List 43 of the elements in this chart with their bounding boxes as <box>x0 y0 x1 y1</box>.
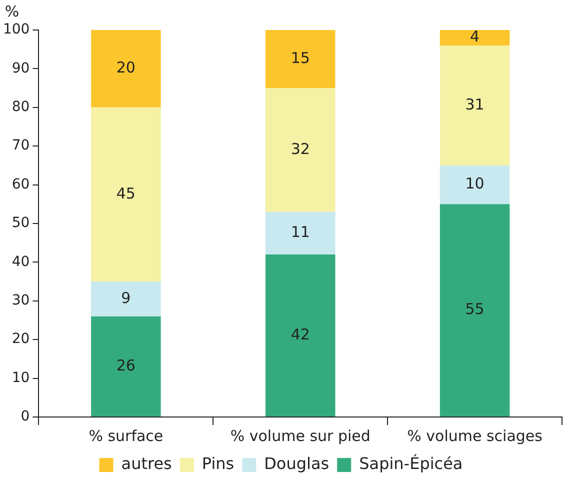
y-tick-label: 10 <box>12 370 30 386</box>
data-label: 45 <box>116 184 136 202</box>
y-axis-title: % <box>4 2 20 20</box>
bar <box>91 30 161 108</box>
y-tick-label: 0 <box>20 408 30 425</box>
bar <box>91 107 161 282</box>
data-label: 11 <box>290 223 310 242</box>
legend-label: Pins <box>202 454 234 474</box>
bar <box>265 30 336 88</box>
legend-label: Sapin-Épicéa <box>359 454 463 474</box>
data-label: 31 <box>465 95 484 114</box>
y-tick-label: 90 <box>12 60 30 76</box>
y-tick-label: 70 <box>12 138 30 154</box>
data-label: 20 <box>116 58 136 77</box>
x-tick-label: % surface <box>88 426 164 445</box>
bar <box>440 30 510 46</box>
y-tick-label: 80 <box>12 99 30 116</box>
bar <box>265 88 336 212</box>
bar <box>440 204 510 416</box>
x-tick-label: % volume sciages <box>407 426 543 445</box>
bar <box>440 45 510 166</box>
data-label: 42 <box>290 325 310 344</box>
data-label: 4 <box>470 28 480 46</box>
legend-label: autres <box>121 454 172 474</box>
data-label: 9 <box>121 288 131 307</box>
y-tick-label: 30 <box>12 292 30 309</box>
y-tick-label: 40 <box>12 254 30 270</box>
y-tick-label: 50 <box>12 215 30 232</box>
y-tick-label: 60 <box>12 176 30 192</box>
bar <box>91 316 161 416</box>
y-tick-label: 20 <box>12 331 30 348</box>
y-tick-label: 100 <box>2 22 30 38</box>
bar <box>440 165 510 204</box>
bar <box>265 254 336 416</box>
data-label: 26 <box>116 356 136 374</box>
x-tick-label: % volume sur pied <box>230 426 370 445</box>
legend-label: Douglas <box>264 454 330 474</box>
data-label: 10 <box>465 174 484 193</box>
bar <box>265 212 336 254</box>
data-label: 55 <box>465 300 484 318</box>
data-label: 15 <box>290 48 310 67</box>
bar <box>91 282 161 316</box>
data-label: 32 <box>290 140 310 158</box>
